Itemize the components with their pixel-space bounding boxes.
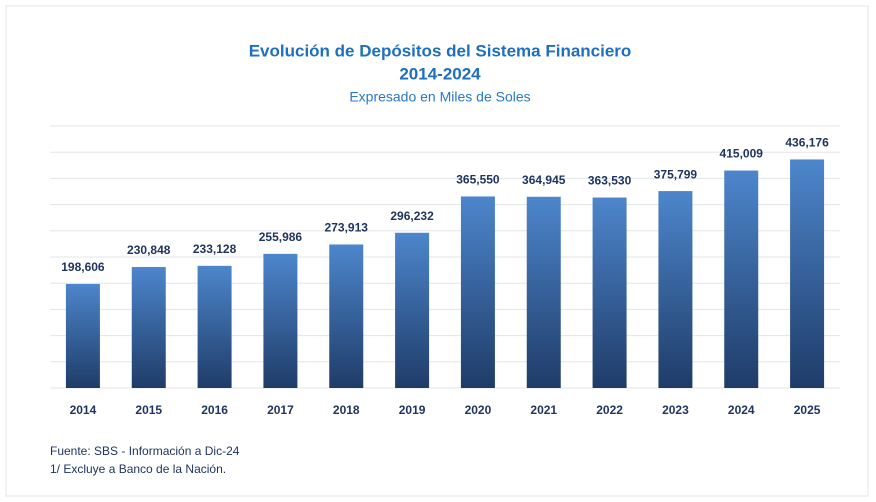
bar	[526, 196, 561, 388]
value-label: 273,913	[325, 221, 369, 235]
footnote: 1/ Excluye a Banco de la Nación.	[50, 462, 226, 476]
bar	[197, 265, 232, 388]
x-tick-label: 2018	[333, 403, 360, 417]
value-label: 296,232	[390, 209, 434, 223]
x-tick-label: 2017	[267, 403, 294, 417]
value-label: 365,550	[456, 173, 500, 187]
bar	[592, 197, 627, 388]
value-label: 436,176	[785, 136, 829, 150]
x-tick-label: 2014	[70, 403, 97, 417]
bar	[395, 232, 430, 388]
chart-subtitle: 2014-2024	[399, 64, 481, 83]
bar	[790, 159, 825, 388]
bar	[65, 283, 100, 388]
value-label: 255,986	[259, 230, 303, 244]
x-tick-label: 2025	[794, 403, 821, 417]
footnote: Fuente: SBS - Información a Dic-24	[50, 444, 240, 458]
value-label: 198,606	[61, 260, 105, 274]
bar	[329, 244, 364, 388]
x-tick-label: 2016	[201, 403, 228, 417]
value-label: 415,009	[720, 147, 764, 161]
bar	[724, 170, 759, 388]
value-label: 363,530	[588, 174, 632, 188]
value-label: 233,128	[193, 242, 237, 256]
x-tick-label: 2015	[135, 403, 162, 417]
x-tick-label: 2020	[465, 403, 492, 417]
bar	[460, 196, 495, 388]
x-tick-label: 2024	[728, 403, 755, 417]
x-tick-label: 2023	[662, 403, 689, 417]
value-label: 364,945	[522, 173, 566, 187]
x-tick-label: 2022	[596, 403, 623, 417]
x-tick-label: 2019	[399, 403, 426, 417]
bar	[263, 253, 298, 388]
bar	[131, 267, 166, 388]
value-label: 230,848	[127, 243, 171, 257]
value-label: 375,799	[654, 167, 698, 181]
bar	[658, 191, 693, 388]
chart-title: Evolución de Depósitos del Sistema Finan…	[249, 41, 632, 60]
axis-note: Expresado en Miles de Soles	[349, 89, 530, 105]
x-tick-label: 2021	[530, 403, 557, 417]
